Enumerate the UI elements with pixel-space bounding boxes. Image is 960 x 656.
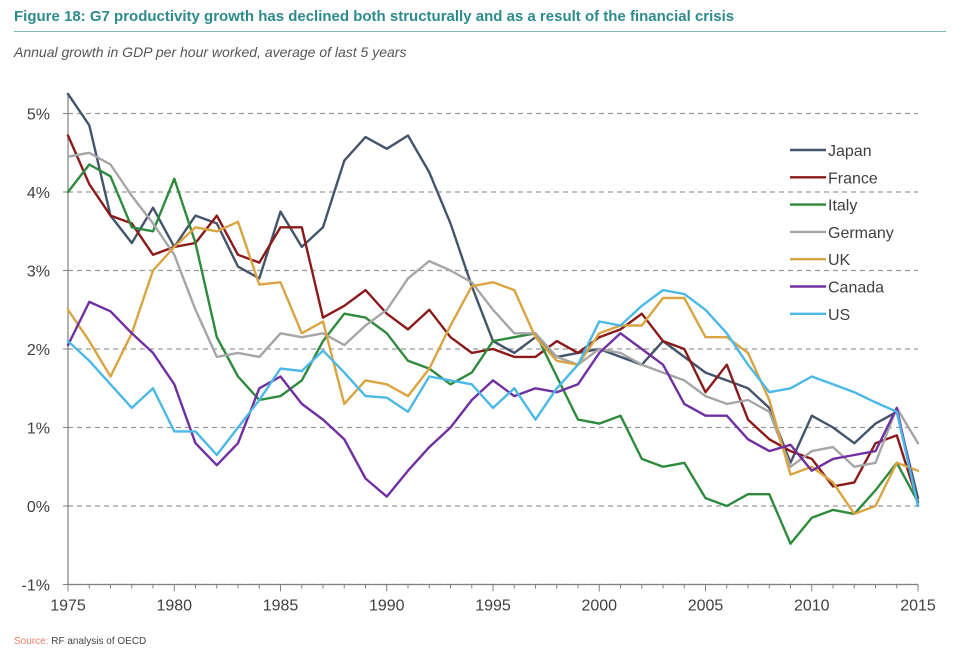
series-line-us <box>66 288 920 508</box>
series-line-japan <box>66 92 920 500</box>
legend-label-canada: Canada <box>828 280 884 297</box>
chart-title: Figure 18: G7 productivity growth has de… <box>14 8 946 32</box>
chart-legend: Japan France Italy Germany UK Canada US <box>790 143 894 324</box>
x-tick-label: 1985 <box>263 598 299 615</box>
chart-axes: -1% 0% 1% 2% 3% 4% 5% 1975 1980 1985 1990 1995 2000 2… <box>22 95 936 615</box>
x-tick-label: 2000 <box>581 598 617 615</box>
legend-label-france: France <box>828 170 878 187</box>
legend-label-italy: Italy <box>828 198 857 215</box>
y-tick-label: 2% <box>27 342 50 359</box>
x-tick-label: 1990 <box>369 598 405 615</box>
legend-label-japan: Japan <box>828 143 872 160</box>
x-tick-label: 1980 <box>156 598 192 615</box>
source-label: Source: <box>14 636 49 647</box>
x-tick-label: 1975 <box>50 598 86 615</box>
x-tick-label: 2010 <box>794 598 830 615</box>
chart-subtitle: Annual growth in GDP per hour worked, av… <box>14 44 407 60</box>
legend-label-uk: UK <box>828 252 851 269</box>
series-line-uk <box>66 220 920 516</box>
legend-label-germany: Germany <box>828 225 894 242</box>
series-line-france <box>66 134 920 504</box>
chart-series <box>66 92 920 545</box>
y-tick-label: -1% <box>22 578 50 595</box>
line-chart: -1% 0% 1% 2% 3% 4% 5% 1975 1980 1985 1990 1995 2000 2… <box>22 92 936 615</box>
series-line-germany <box>66 151 920 468</box>
series-line-canada <box>66 300 920 508</box>
x-tick-label: 1995 <box>475 598 511 615</box>
x-tick-label: 2005 <box>688 598 724 615</box>
source-text: RF analysis of OECD <box>51 636 147 647</box>
y-tick-label: 3% <box>27 264 50 281</box>
y-tick-label: 5% <box>27 107 50 124</box>
y-tick-label: 4% <box>27 185 50 202</box>
y-tick-label: 0% <box>27 499 50 516</box>
y-tick-label: 1% <box>27 421 50 438</box>
x-tick-label: 2015 <box>900 598 936 615</box>
source-note: Source: RF analysis of OECD <box>14 636 146 647</box>
legend-label-us: US <box>828 307 850 324</box>
series-line-italy <box>66 163 920 545</box>
